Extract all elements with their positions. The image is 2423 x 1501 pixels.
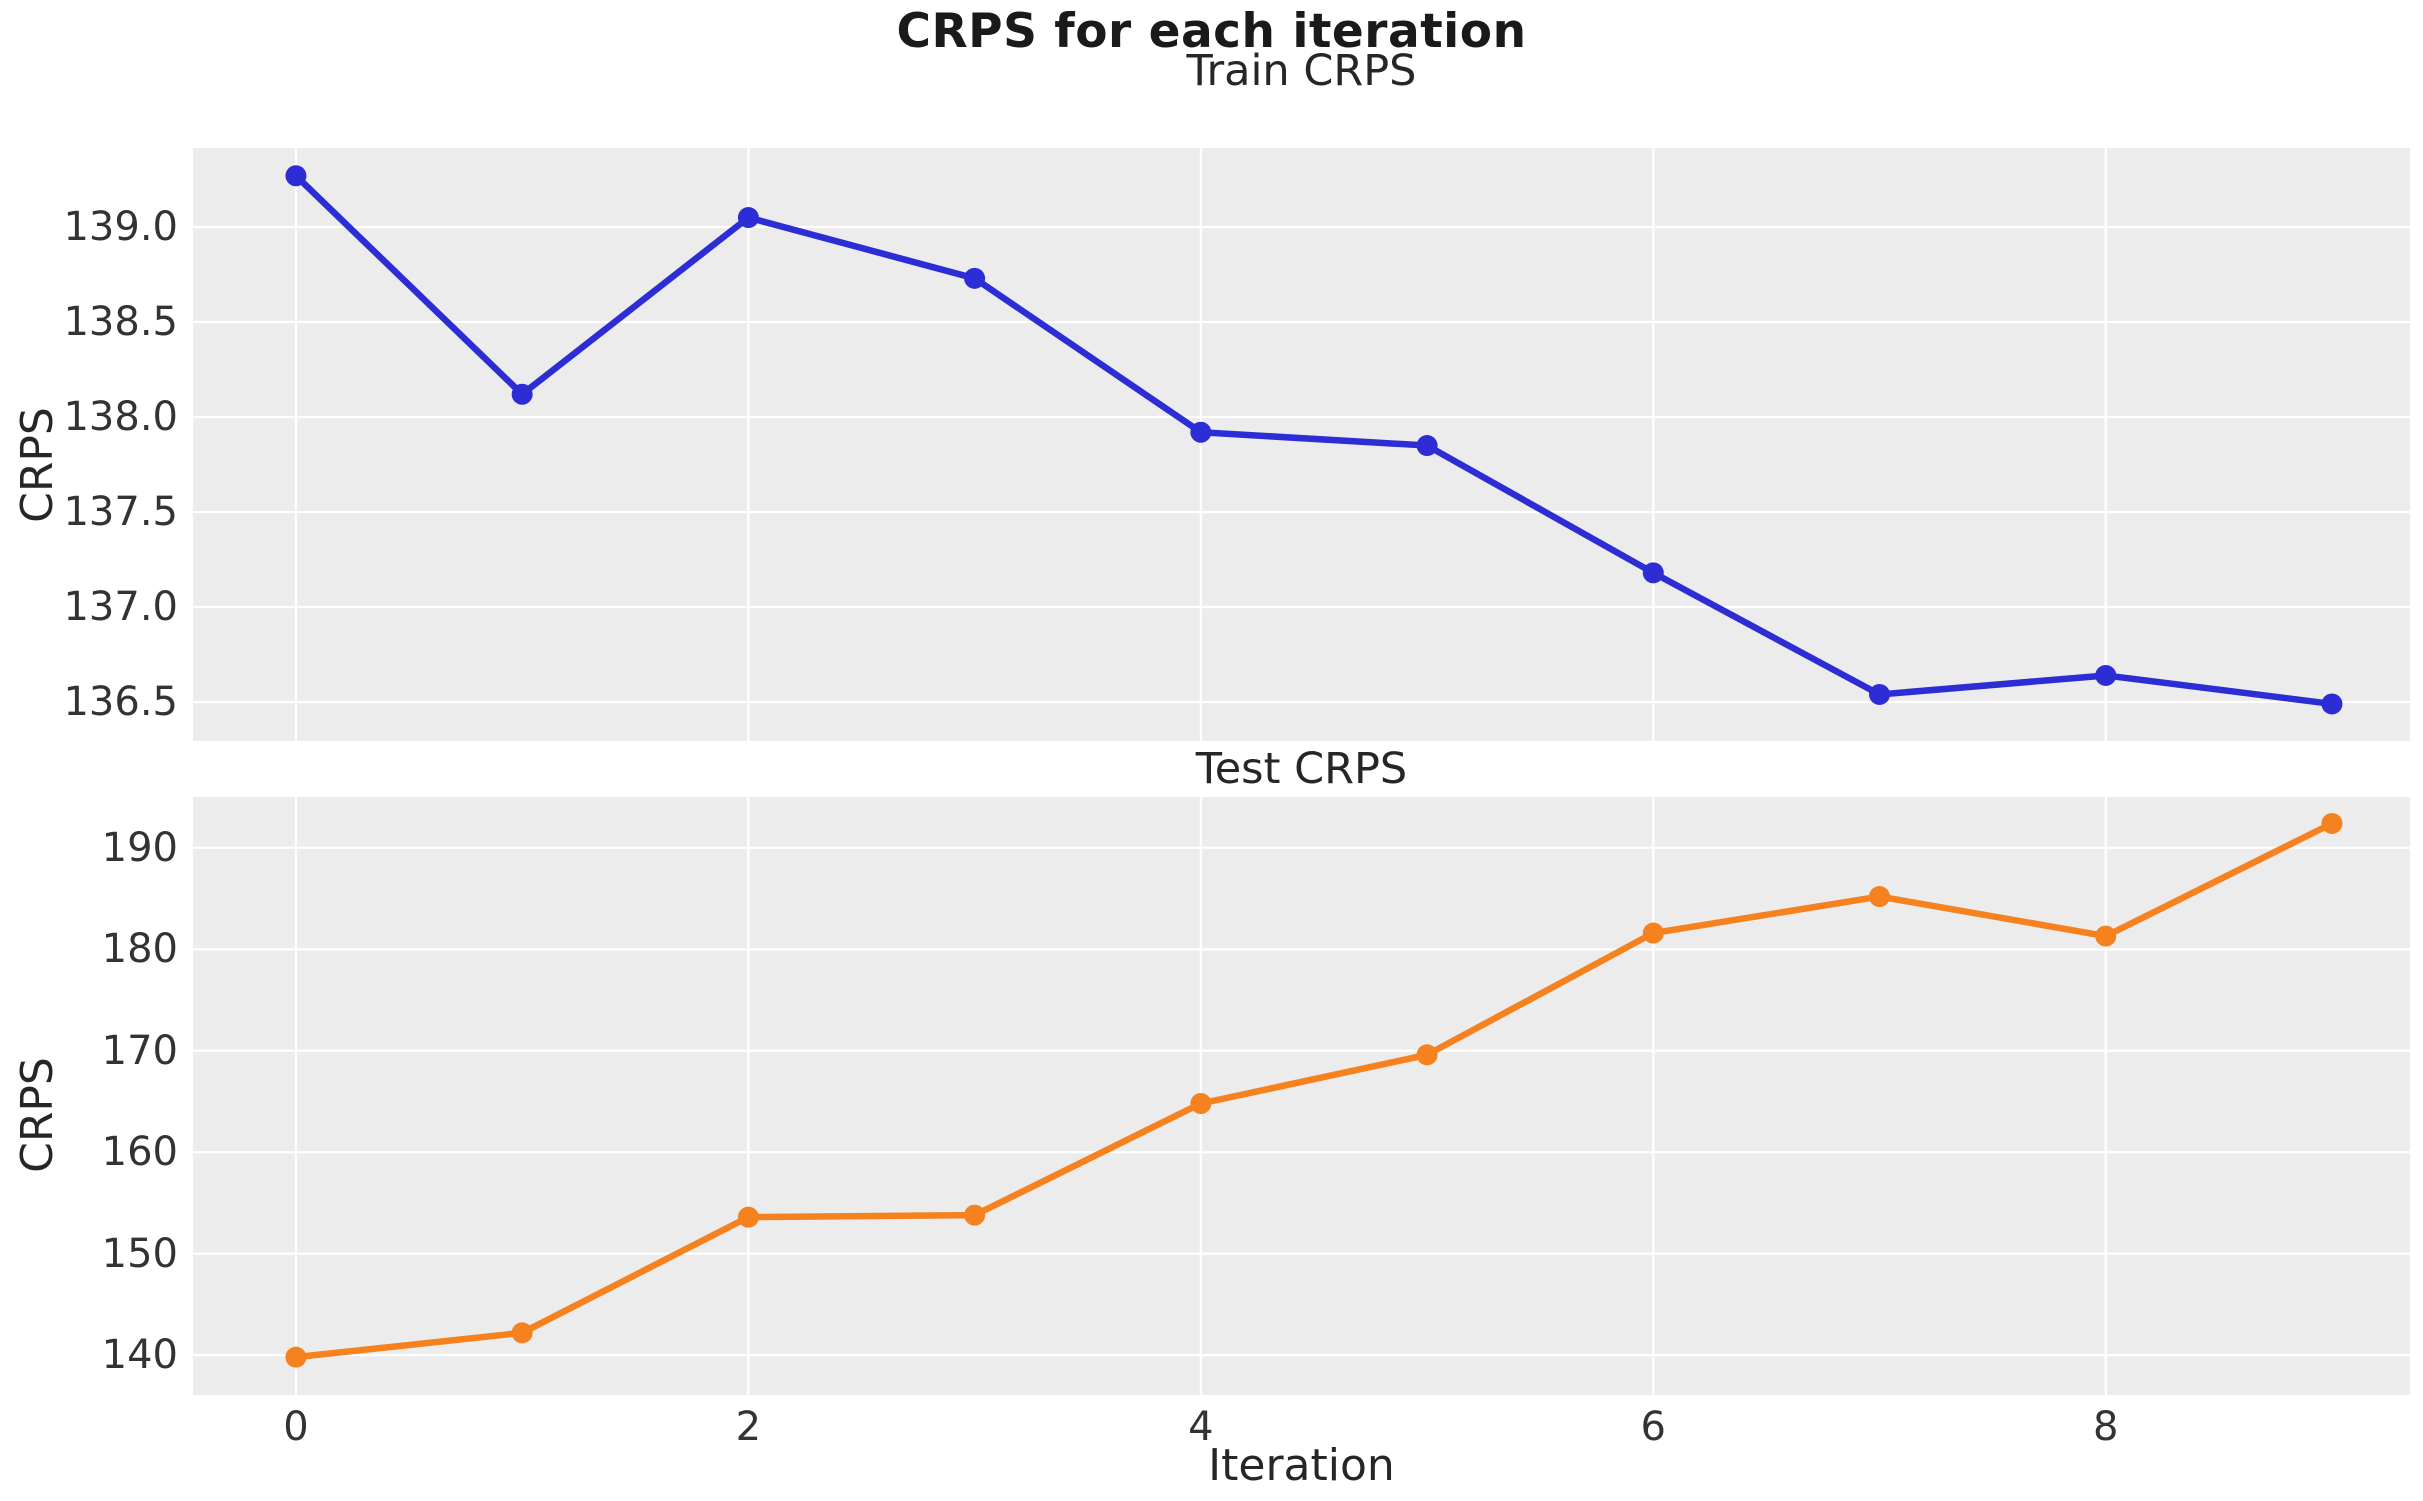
test-y-axis-label: CRPS	[12, 1057, 63, 1173]
test-data-point-marker	[285, 1346, 307, 1368]
train-data-point-marker	[1642, 562, 1664, 584]
train-y-tick-label: 137.0	[63, 584, 178, 631]
test-data-point-marker	[1869, 886, 1891, 908]
test-y-tick-label: 180	[101, 926, 178, 973]
test-data-point-marker	[2095, 925, 2117, 947]
test-y-tick-label: 190	[101, 824, 178, 871]
train-y-tick-label: 136.5	[63, 679, 178, 726]
x-tick-label: 4	[1188, 1404, 1214, 1450]
train-data-point-marker	[1190, 421, 1212, 443]
test-y-tick-label: 160	[101, 1129, 178, 1176]
train-y-axis-label: CRPS	[12, 407, 63, 523]
train-series-line	[292, 172, 2336, 708]
train-y-tick-label: 139.0	[63, 204, 178, 251]
x-tick-label: 0	[283, 1404, 309, 1450]
train-data-point-marker	[737, 207, 759, 229]
train-data-point-marker	[2321, 693, 2343, 715]
train-data-point-marker	[2095, 664, 2117, 686]
train-y-tick-label: 138.0	[63, 394, 178, 441]
train-chart-title: Train CRPS	[1186, 46, 1417, 96]
train-data-point-marker	[1416, 435, 1438, 457]
train-plot-area	[193, 148, 2410, 741]
test-data-point-marker	[964, 1204, 986, 1226]
x-tick-label: 8	[2092, 1404, 2119, 1450]
train-data-point-marker	[511, 383, 533, 405]
test-y-tick-label: 170	[101, 1027, 178, 1074]
train-data-point-marker	[964, 267, 986, 289]
train-y-tick-label: 138.5	[63, 299, 178, 346]
test-data-point-marker	[1416, 1044, 1438, 1066]
test-chart-title: Test CRPS	[1195, 744, 1408, 794]
train-data-point-marker	[285, 165, 307, 187]
test-data-point-marker	[737, 1206, 759, 1228]
test-y-tick-label: 140	[101, 1332, 178, 1379]
test-chart-svg	[193, 797, 2410, 1395]
test-data-point-marker	[2321, 812, 2343, 834]
test-data-point-marker	[1642, 922, 1664, 944]
test-series-line	[292, 820, 2336, 1361]
x-tick-label: 2	[735, 1404, 762, 1450]
test-data-point-marker	[511, 1322, 533, 1344]
x-axis-label: Iteration	[1208, 1440, 1395, 1491]
train-chart-svg	[193, 148, 2410, 741]
test-plot-area	[193, 797, 2410, 1395]
test-y-tick-label: 150	[101, 1230, 178, 1277]
figure-title: CRPS for each iteration	[896, 4, 1527, 59]
train-y-tick-label: 137.5	[63, 489, 178, 536]
test-data-point-marker	[1190, 1093, 1212, 1115]
train-data-point-marker	[1869, 683, 1891, 705]
x-tick-label: 6	[1640, 1404, 1666, 1450]
